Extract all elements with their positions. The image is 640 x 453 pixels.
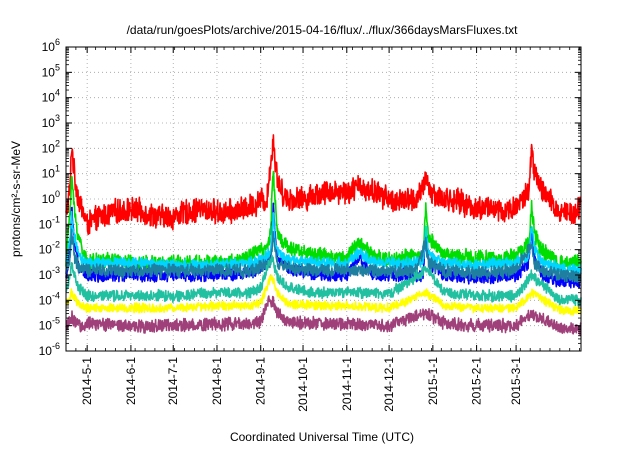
y-tick-label: 101 — [42, 164, 60, 181]
y-axis-label: protons/cm²-s-sr-MeV — [9, 141, 23, 257]
y-tick-label: 102 — [42, 138, 60, 155]
x-axis-label: Coordinated Universal Time (UTC) — [230, 430, 414, 444]
x-tick-label: 2015-1-1 — [426, 357, 440, 405]
y-tick-label: 10-1 — [39, 214, 60, 231]
y-tick-label: 10-5 — [39, 316, 60, 333]
y-tick-exponent: -2 — [52, 240, 60, 250]
y-tick-label: 103 — [42, 113, 60, 130]
y-tick-exponent: -1 — [52, 214, 60, 224]
x-tick-label: 2014-10-1 — [296, 357, 310, 412]
y-tick-label: 10-6 — [39, 341, 60, 358]
y-tick-exponent: -4 — [52, 290, 60, 300]
x-tick-label: 2014-5-1 — [80, 357, 94, 405]
y-tick-exponent: -3 — [52, 265, 60, 275]
y-tick-label: 10-2 — [39, 240, 60, 257]
y-tick-exponent: -6 — [52, 341, 60, 351]
y-tick-exponent: 3 — [55, 113, 60, 123]
series-line-4 — [65, 228, 582, 283]
series-line-5 — [65, 254, 582, 308]
series-line-6 — [65, 274, 582, 316]
y-tick-exponent: 5 — [55, 62, 60, 72]
series-line-3 — [65, 210, 582, 276]
ticks — [66, 46, 581, 352]
y-tick-label: 105 — [42, 62, 60, 79]
y-tick-exponent: 2 — [55, 138, 60, 148]
y-tick-label: 104 — [42, 88, 60, 105]
series-layer — [65, 134, 582, 337]
y-tick-label: 10-4 — [39, 290, 60, 307]
x-tick-label: 2015-2-1 — [470, 357, 484, 405]
y-tick-label: 10-3 — [39, 265, 60, 282]
series-line-7 — [65, 295, 582, 337]
x-tick-label: 2014-8-1 — [210, 357, 224, 405]
y-tick-exponent: -5 — [52, 316, 60, 326]
y-tick-labels: 10-610-510-410-310-210-11001011021031041… — [39, 37, 60, 358]
x-tick-label: 2014-9-1 — [254, 357, 268, 405]
x-tick-labels: 2014-5-1 2014-6-1 2014-7-1 2014-8-1 2014-9-1… — [80, 357, 523, 412]
x-tick-label: 2014-11-1 — [340, 357, 354, 411]
y-tick-exponent: 4 — [55, 88, 60, 98]
y-tick-exponent: 1 — [55, 164, 60, 174]
y-tick-exponent: 6 — [55, 37, 60, 47]
x-tick-label: 2014-6-1 — [124, 357, 138, 405]
y-tick-exponent: 0 — [55, 189, 60, 199]
series-line-0 — [65, 134, 582, 236]
y-tick-label: 106 — [42, 37, 60, 54]
chart-title: /data/run/goesPlots/archive/2015-04-16/f… — [127, 23, 519, 37]
x-tick-label: 2014-12-1 — [382, 357, 396, 412]
y-tick-label: 100 — [42, 189, 60, 206]
x-tick-label: 2014-7-1 — [166, 357, 180, 405]
x-tick-label: 2015-3-1 — [509, 357, 523, 405]
